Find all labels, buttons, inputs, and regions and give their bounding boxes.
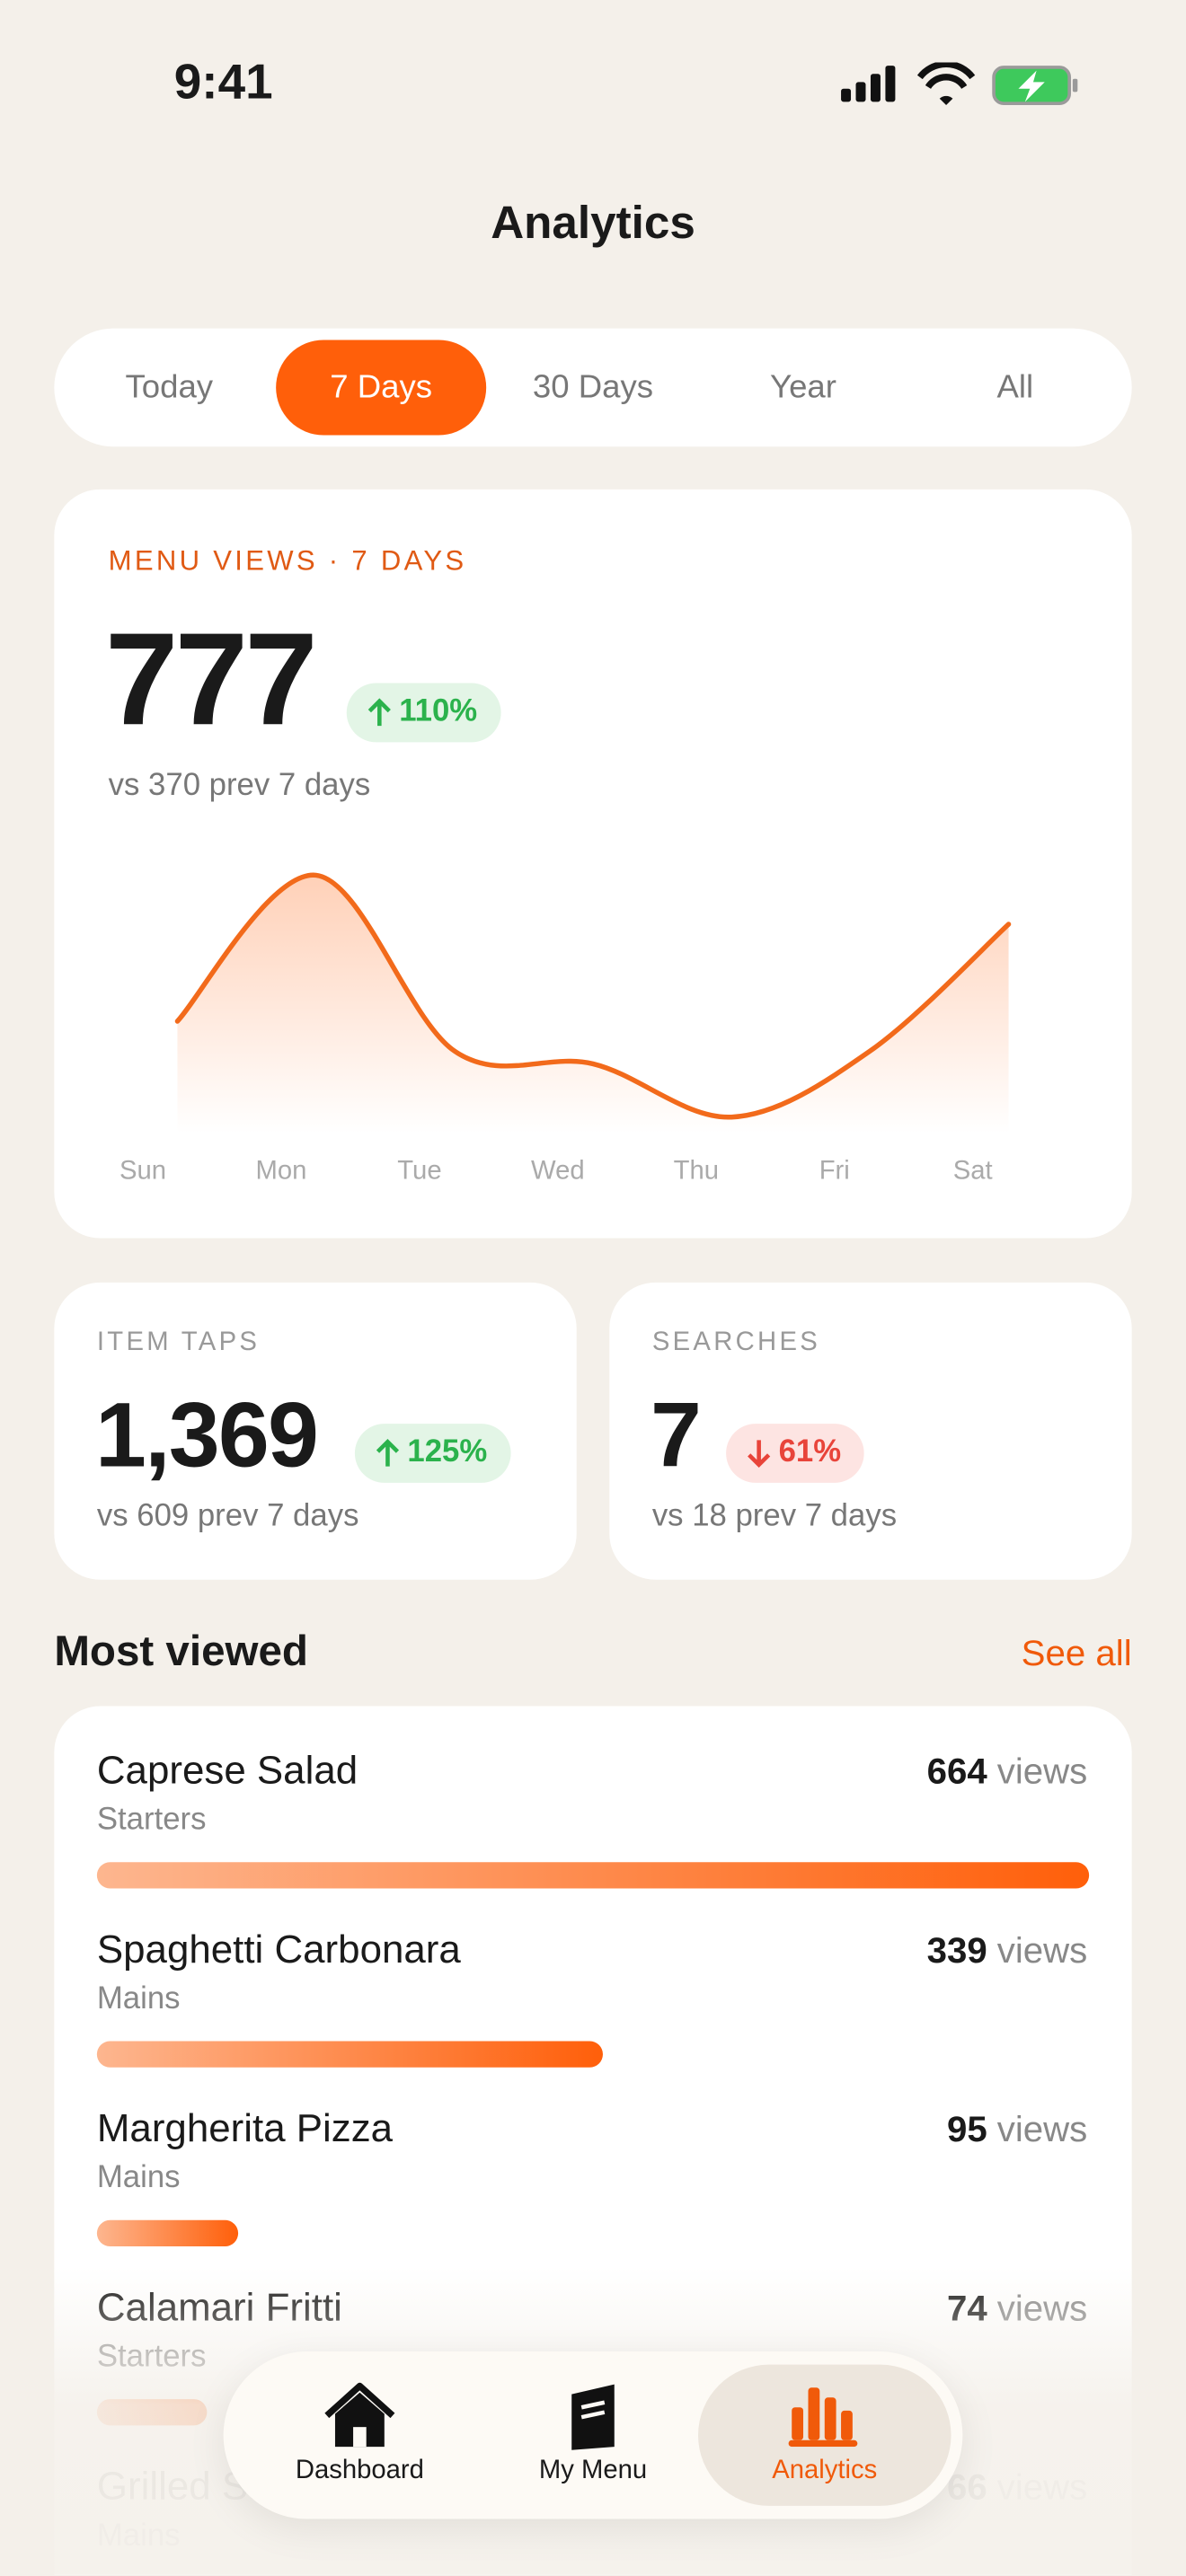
stat-comparison: vs 18 prev 7 days — [651, 1499, 898, 1534]
tab[interactable]: 30 Days — [532, 369, 654, 406]
stat-change: 61% — [778, 1434, 842, 1470]
x-tick-label: Fri — [819, 1157, 850, 1186]
home-icon — [324, 2382, 395, 2448]
item-views: 95 views — [947, 2108, 1087, 2151]
views-unit: views — [996, 2108, 1088, 2150]
change-badge: 110% — [346, 683, 500, 743]
stat-label: SEARCHES — [651, 1328, 821, 1357]
bar — [96, 2041, 604, 2068]
x-tick-label: Thu — [674, 1157, 719, 1186]
line — [174, 872, 1012, 1120]
change: 110% — [399, 694, 478, 729]
time: 9:41 — [173, 56, 273, 110]
tab[interactable]: Year — [770, 369, 836, 406]
stat-card: SEARCHES 7 61% vs 18 prev 7 days — [609, 1282, 1132, 1580]
stat-badge: 61% — [726, 1424, 864, 1483]
views-unit: views — [996, 1929, 1088, 1971]
views-value: 95 — [946, 2108, 987, 2150]
nav-item[interactable]: My Menu — [538, 2457, 648, 2485]
stat-card: ITEM TAPS 1,369 125% vs 609 prev 7 days — [54, 1282, 577, 1580]
item-name: Margherita Pizza — [96, 2106, 394, 2152]
x-tick-label: Wed — [531, 1157, 585, 1186]
nav-item[interactable]: Dashboard — [295, 2457, 424, 2485]
x-tick-label: Sat — [953, 1157, 993, 1186]
item-category: Starters — [96, 1803, 207, 1838]
page-title: Analytics — [491, 197, 695, 249]
views-value: 339 — [926, 1929, 987, 1971]
line-chart: Sun Mon Tue Wed Thu Fri Sat — [119, 872, 1012, 1186]
tab-bar — [54, 328, 1132, 447]
analytics-icon — [788, 2387, 858, 2448]
views-unit: views — [996, 1750, 1088, 1792]
stat-value: 7 — [650, 1382, 702, 1486]
stat-label: ITEM TAPS — [96, 1328, 261, 1357]
item-category: Mains — [96, 2160, 181, 2196]
stat-badge: 125% — [354, 1424, 510, 1483]
item-category: Mains — [96, 1981, 181, 2017]
views-value: 664 — [926, 1750, 987, 1792]
active-tab-bg — [276, 340, 487, 436]
item-name: Caprese Salad — [96, 1749, 358, 1794]
menu-icon — [571, 2384, 615, 2450]
section-title: Most viewed — [54, 1625, 308, 1675]
x-tick-label: Mon — [256, 1157, 307, 1186]
tab[interactable]: Today — [125, 369, 214, 406]
bar — [96, 2219, 239, 2247]
total: 777 — [105, 605, 318, 753]
stat-comparison: vs 609 prev 7 days — [96, 1499, 359, 1534]
stat-value: 1,369 — [95, 1382, 319, 1486]
views-card: MENU VIEWS · 7 DAYS 777 110% vs 370 prev… — [54, 489, 1132, 1239]
bar — [96, 1862, 1090, 1889]
item-views: 664 views — [927, 1751, 1088, 1794]
x-tick-label: Tue — [397, 1157, 441, 1186]
area — [177, 875, 1009, 1134]
card-label: MENU VIEWS · 7 DAYS — [108, 544, 467, 577]
stat-change: 125% — [407, 1434, 488, 1470]
item-name: Spaghetti Carbonara — [96, 1928, 461, 1972]
see-all[interactable]: See all — [1021, 1632, 1132, 1673]
item-views: 339 views — [927, 1929, 1088, 1972]
tab[interactable]: All — [996, 369, 1034, 406]
status-icons — [841, 62, 1078, 106]
tab-active[interactable]: 7 Days — [330, 369, 433, 406]
x-tick-label: Sun — [119, 1157, 166, 1186]
comparison: vs 370 prev 7 days — [108, 768, 371, 804]
nav-item-active[interactable]: Analytics — [772, 2457, 878, 2485]
